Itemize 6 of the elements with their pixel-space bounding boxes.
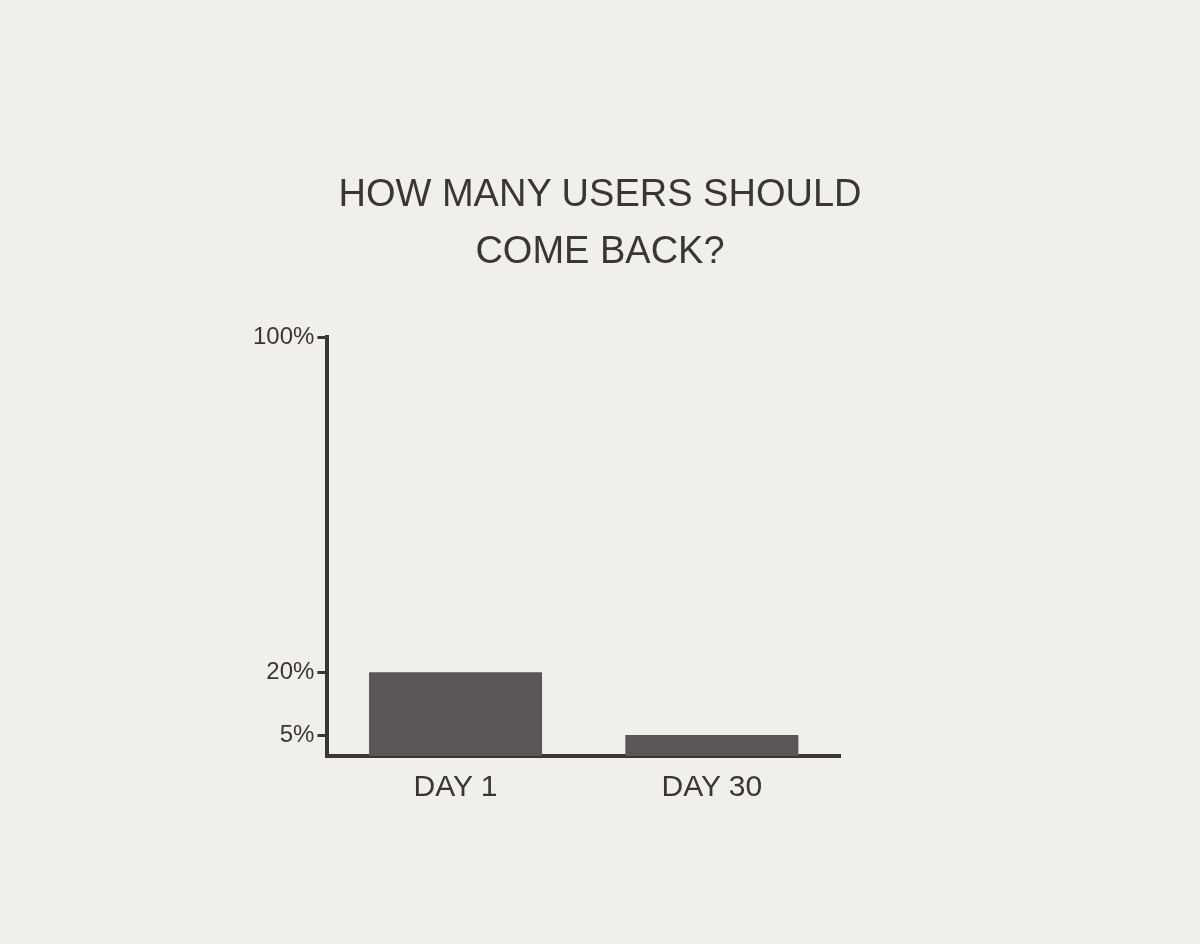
x-tick-label: DAY 30 bbox=[661, 769, 763, 803]
x-tick-label: DAY 1 bbox=[413, 769, 498, 803]
y-tick-label: 5% bbox=[279, 719, 315, 747]
chart-title: HOW MANY USERS SHOULD COME BACK? bbox=[337, 171, 863, 273]
y-tick-label: 100% bbox=[252, 322, 315, 350]
y-tick-label: 20% bbox=[266, 656, 315, 684]
